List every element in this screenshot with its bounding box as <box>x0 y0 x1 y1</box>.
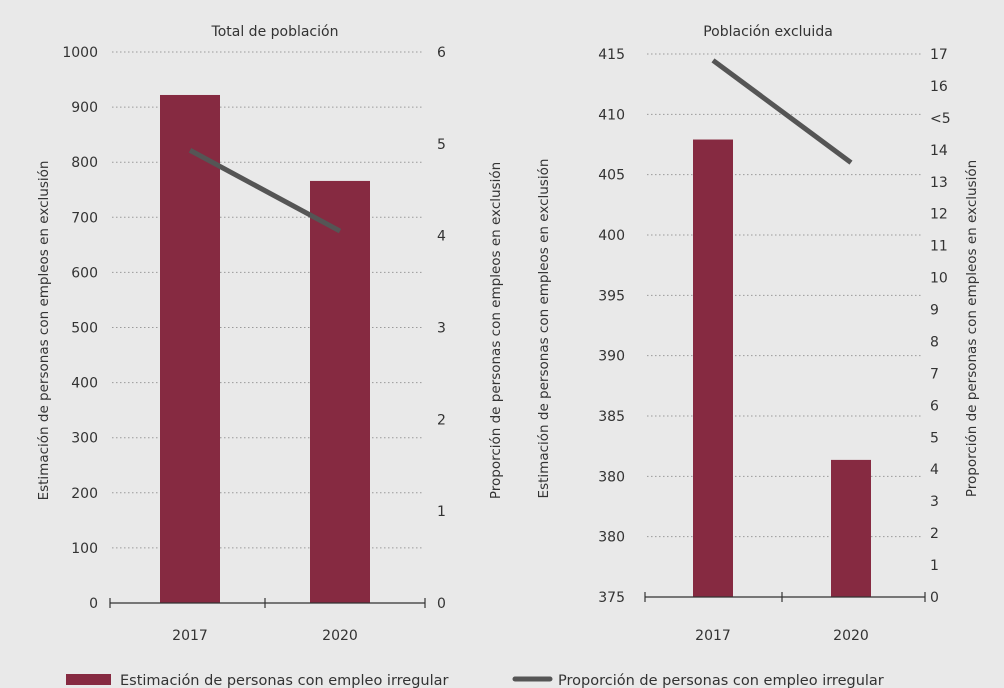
y-tick-label: 380 <box>598 530 625 546</box>
y2-tick-label: 12 <box>930 207 948 223</box>
y2-tick-label: 3 <box>437 321 446 337</box>
y-tick-label: 400 <box>598 228 625 244</box>
series-line <box>711 58 853 165</box>
y2-tick-label: 2 <box>437 412 446 428</box>
y2-tick-label: 2 <box>930 526 939 542</box>
y-tick-label: 405 <box>598 168 625 184</box>
y-tick-label: 415 <box>598 47 625 63</box>
panel-total-poblacion: Total de población 0 100 200 300 400 500 600 700… <box>36 24 504 644</box>
y-tick-label: 800 <box>71 155 98 171</box>
y-axis-title: Estimación de personas con empleos en ex… <box>36 161 52 501</box>
y-tick-label: 410 <box>598 107 625 123</box>
y-tick-label: 300 <box>71 431 98 447</box>
bar-2020 <box>831 459 871 597</box>
x-tick-label: 2017 <box>695 628 731 644</box>
y-tick-label: 200 <box>71 486 98 502</box>
chart-title: Población excluida <box>703 24 833 40</box>
x-tick-label: 2020 <box>322 628 358 644</box>
y2-tick-label: 4 <box>437 229 446 245</box>
y2-tick-label: 9 <box>930 303 939 319</box>
bar-2017 <box>693 139 733 597</box>
x-tick-label: 2017 <box>172 628 208 644</box>
y2-tick-label: 0 <box>930 590 939 606</box>
y2-tick-label: 13 <box>930 175 948 191</box>
y2-tick-label: 14 <box>930 143 948 159</box>
series-line <box>188 148 342 234</box>
y-tick-label: 380 <box>598 469 625 485</box>
y2-tick-label: 10 <box>930 271 948 287</box>
y2-tick-label: 7 <box>930 366 939 382</box>
y2-axis-title: Proporción de personas con empleos en ex… <box>964 160 980 497</box>
y-tick-label: 900 <box>71 100 98 116</box>
y2-axis-title: Proporción de personas con empleos en ex… <box>488 162 504 499</box>
y2-tick-label: <5 <box>930 111 951 127</box>
y2-tick-label: 11 <box>930 239 948 255</box>
y2-tick-label: 5 <box>437 137 446 153</box>
y-tick-label: 375 <box>598 590 625 606</box>
y2-tick-label: 6 <box>930 398 939 414</box>
y2-tick-label: 1 <box>930 558 939 574</box>
y-tick-label: 390 <box>598 349 625 365</box>
y-tick-label: 395 <box>598 288 625 304</box>
y-tick-label: 400 <box>71 376 98 392</box>
legend-label: Proporción de personas con empleo irregu… <box>558 673 884 688</box>
y2-tick-label: 6 <box>437 45 446 61</box>
y-tick-label: 0 <box>89 596 98 612</box>
y-tick-label: 100 <box>71 541 98 557</box>
y2-tick-label: 8 <box>930 334 939 350</box>
y-tick-label: 1000 <box>62 45 98 61</box>
x-tick-label: 2020 <box>833 628 869 644</box>
y2-tick-label: 3 <box>930 494 939 510</box>
y-tick-label: 385 <box>598 409 625 425</box>
legend-label: Estimación de personas con empleo irregu… <box>120 673 449 688</box>
chart-title: Total de población <box>211 24 339 40</box>
y2-tick-label: 17 <box>930 47 948 63</box>
legend-swatch-bar <box>66 674 111 685</box>
y2-tick-label: 0 <box>437 596 446 612</box>
y2-tick-label: 1 <box>437 504 446 520</box>
bar-2020 <box>310 180 370 603</box>
y2-tick-label: 4 <box>930 462 939 478</box>
bar-2017 <box>160 94 220 603</box>
y-tick-label: 500 <box>71 321 98 337</box>
y2-tick-label: 5 <box>930 430 939 446</box>
y-tick-label: 600 <box>71 265 98 281</box>
y2-tick-label: 16 <box>930 79 948 95</box>
panel-poblacion-excluida: Población excluida3753803803853903954004… <box>536 24 980 644</box>
legend: Estimación de personas con empleo irregu… <box>66 673 884 688</box>
y-axis-title: Estimación de personas con empleos en ex… <box>536 159 552 499</box>
y-tick-label: 700 <box>71 210 98 226</box>
